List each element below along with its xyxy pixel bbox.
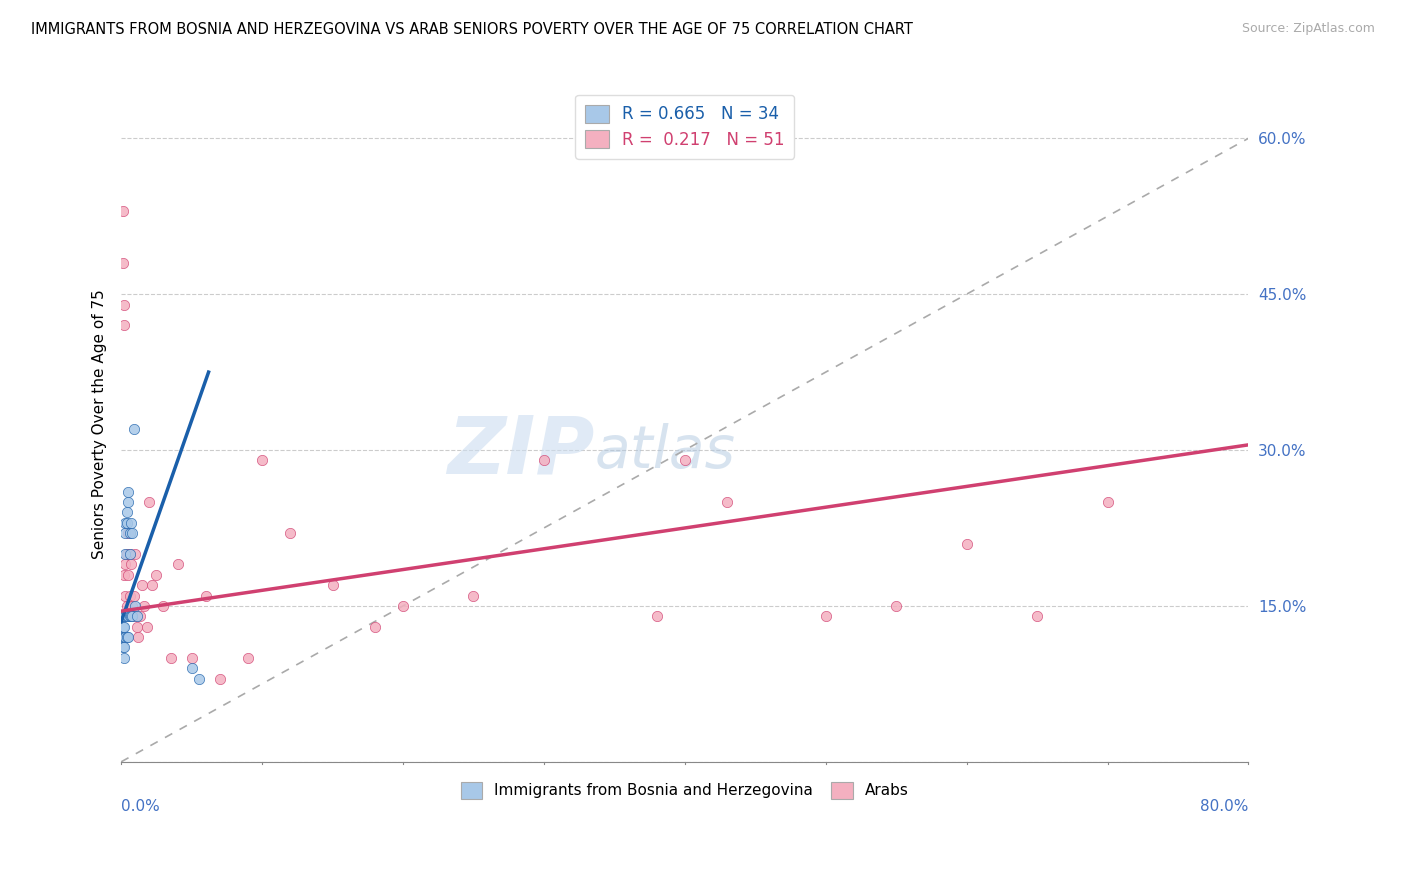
Point — [955, 536, 977, 550]
Point — [122, 422, 145, 436]
Point — [121, 609, 143, 624]
Point — [166, 558, 188, 572]
Point — [673, 453, 696, 467]
Point — [118, 589, 141, 603]
Point — [114, 609, 136, 624]
Point — [180, 661, 202, 675]
Point — [118, 526, 141, 541]
Point — [121, 526, 143, 541]
Y-axis label: Seniors Poverty Over the Age of 75: Seniors Poverty Over the Age of 75 — [93, 289, 107, 559]
Text: ZIP: ZIP — [447, 412, 595, 490]
Point — [124, 609, 146, 624]
Point — [1097, 495, 1119, 509]
Point — [112, 567, 135, 582]
Point — [111, 256, 134, 270]
Point — [322, 578, 344, 592]
Point — [115, 609, 138, 624]
Point — [112, 640, 135, 655]
Point — [111, 630, 134, 644]
Point — [117, 609, 139, 624]
Point — [127, 630, 149, 644]
Point — [112, 630, 135, 644]
Point — [152, 599, 174, 613]
Point — [128, 609, 150, 624]
Point — [117, 484, 139, 499]
Point — [145, 567, 167, 582]
Point — [814, 609, 837, 624]
Point — [118, 609, 141, 624]
Text: atlas: atlas — [595, 423, 735, 480]
Point — [645, 609, 668, 624]
Text: 80.0%: 80.0% — [1201, 799, 1249, 814]
Text: 0.0%: 0.0% — [121, 799, 160, 814]
Point — [194, 589, 217, 603]
Point — [115, 516, 138, 530]
Text: IMMIGRANTS FROM BOSNIA AND HERZEGOVINA VS ARAB SENIORS POVERTY OVER THE AGE OF 7: IMMIGRANTS FROM BOSNIA AND HERZEGOVINA V… — [31, 22, 912, 37]
Point — [114, 547, 136, 561]
Point — [1026, 609, 1049, 624]
Point — [118, 547, 141, 561]
Point — [392, 599, 415, 613]
Point — [112, 620, 135, 634]
Point — [111, 609, 134, 624]
Text: Source: ZipAtlas.com: Source: ZipAtlas.com — [1241, 22, 1375, 36]
Point — [111, 620, 134, 634]
Point — [117, 495, 139, 509]
Point — [159, 651, 181, 665]
Point — [278, 526, 301, 541]
Legend: Immigrants from Bosnia and Herzegovina, Arabs: Immigrants from Bosnia and Herzegovina, … — [454, 776, 915, 805]
Point — [115, 630, 138, 644]
Point — [463, 589, 485, 603]
Point — [118, 547, 141, 561]
Point — [111, 640, 134, 655]
Point — [112, 318, 135, 333]
Point — [364, 620, 387, 634]
Point — [111, 204, 134, 219]
Point — [115, 599, 138, 613]
Point — [122, 589, 145, 603]
Point — [120, 609, 142, 624]
Point — [131, 578, 153, 592]
Point — [117, 526, 139, 541]
Point — [114, 609, 136, 624]
Point — [112, 609, 135, 624]
Point — [114, 526, 136, 541]
Point — [114, 516, 136, 530]
Point — [132, 599, 155, 613]
Point — [125, 620, 148, 634]
Point — [884, 599, 907, 613]
Point — [716, 495, 738, 509]
Point — [180, 651, 202, 665]
Point — [112, 297, 135, 311]
Point — [120, 558, 142, 572]
Point — [121, 599, 143, 613]
Point — [112, 651, 135, 665]
Point — [141, 578, 163, 592]
Point — [117, 630, 139, 644]
Point — [115, 547, 138, 561]
Point — [115, 505, 138, 519]
Point — [114, 589, 136, 603]
Point — [114, 630, 136, 644]
Point — [533, 453, 555, 467]
Point — [125, 609, 148, 624]
Point — [138, 495, 160, 509]
Point — [117, 567, 139, 582]
Point — [114, 558, 136, 572]
Point — [124, 599, 146, 613]
Point — [236, 651, 259, 665]
Point — [187, 672, 209, 686]
Point — [208, 672, 231, 686]
Point — [124, 547, 146, 561]
Point — [120, 609, 142, 624]
Point — [120, 516, 142, 530]
Point — [135, 620, 157, 634]
Point — [250, 453, 273, 467]
